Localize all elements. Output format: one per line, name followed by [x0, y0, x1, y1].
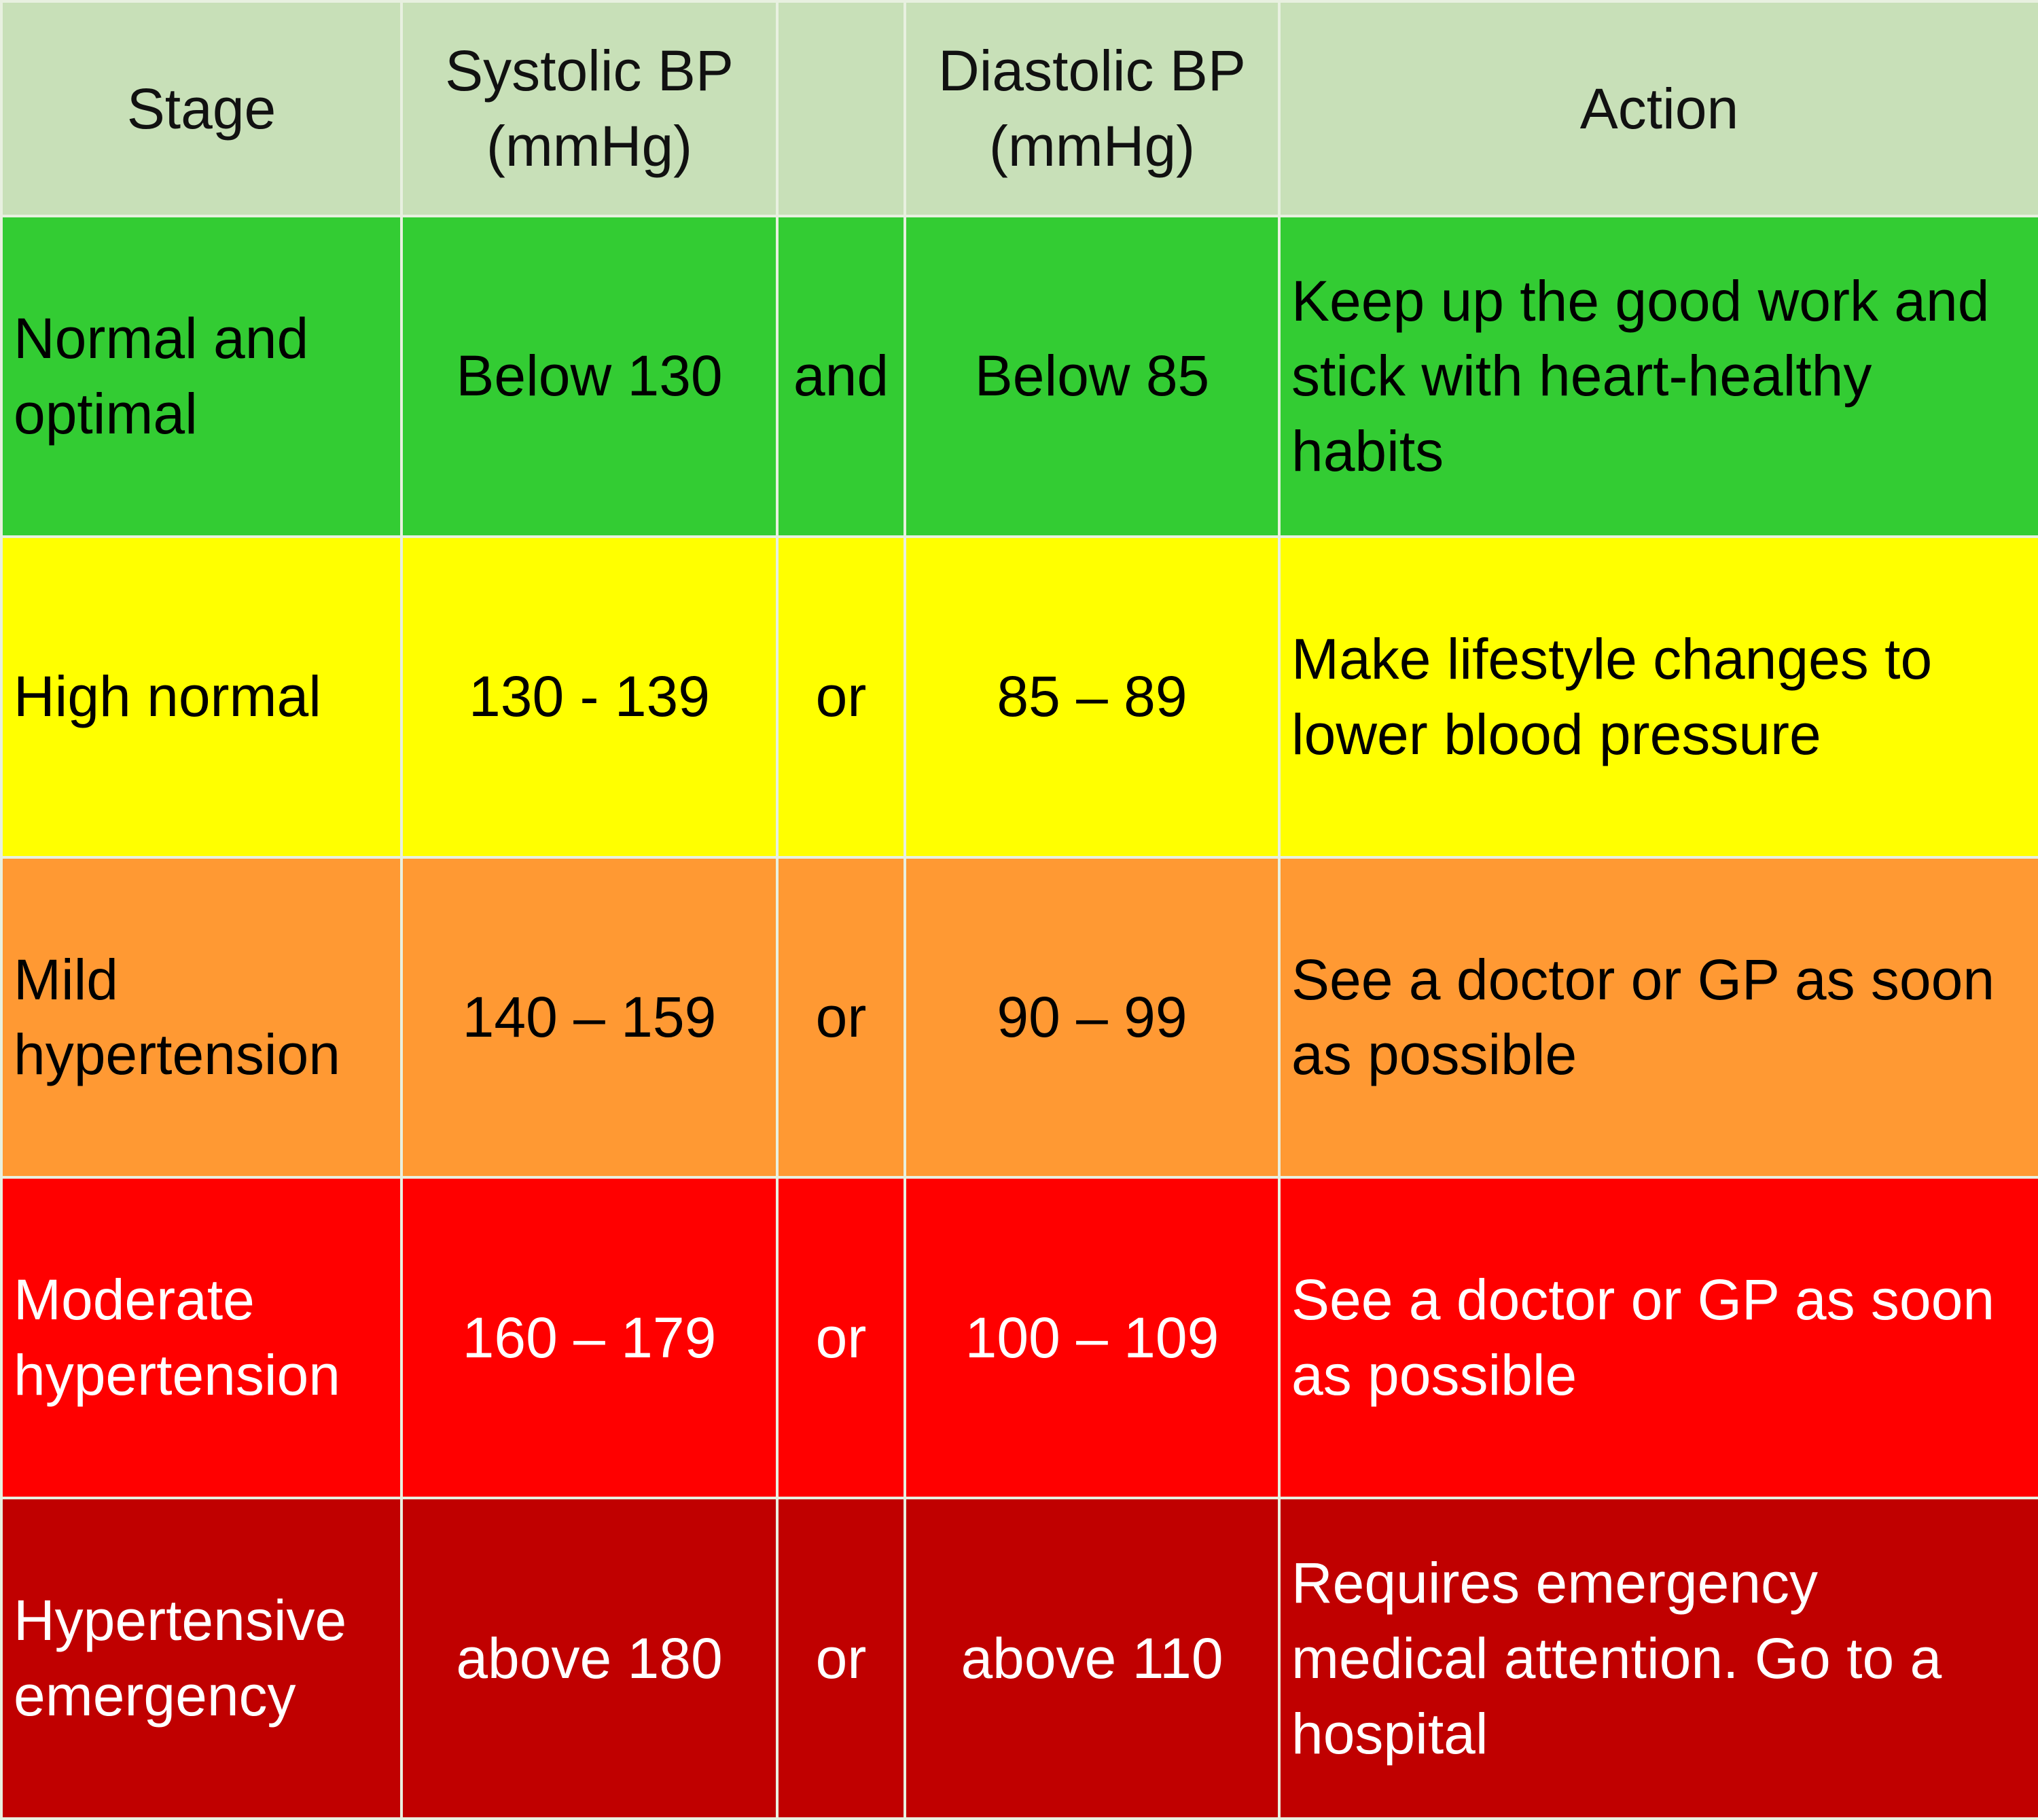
header-cell: Diastolic BP (mmHg) [904, 0, 1281, 217]
table-cell: or [776, 1497, 906, 1820]
table-cell: Below 130 [400, 215, 779, 538]
table-row: High normal 130 - 139 or 85 – 89 Make lifest… [0, 535, 2038, 859]
table-body: Normal and optimal Below 130 and Below 85 Ke… [0, 215, 2038, 1820]
table-cell: See a doctor or GP as soon as possible [1278, 855, 2038, 1179]
header-row: Stage Systolic BP (mmHg) Diastolic BP (m… [0, 0, 2038, 217]
table-cell: High normal [0, 535, 403, 859]
table-cell: 90 – 99 [904, 855, 1281, 1179]
table-cell: or [776, 855, 906, 1179]
header-cell: Stage [0, 0, 403, 217]
header-cell: Systolic BP (mmHg) [400, 0, 779, 217]
table-cell: Keep up the good work and stick with hea… [1278, 215, 2038, 538]
table-cell: See a doctor or GP as soon as possible [1278, 1176, 2038, 1500]
table-cell: Make lifestyle changes to lower blood pr… [1278, 535, 2038, 859]
table-cell: or [776, 1176, 906, 1500]
table-cell: Requires emergency medical attention. Go… [1278, 1497, 2038, 1820]
table-cell: 100 – 109 [904, 1176, 1281, 1500]
table-cell: and [776, 215, 906, 538]
table-cell: 85 – 89 [904, 535, 1281, 859]
table-row: Hypertensive emergency above 180 or above 1… [0, 1497, 2038, 1820]
table-row: Normal and optimal Below 130 and Below 85 Ke… [0, 215, 2038, 538]
table-cell: or [776, 535, 906, 859]
table-cell: Mild hypertension [0, 855, 403, 1179]
table-cell: Hypertensive emergency [0, 1497, 403, 1820]
table-cell: 160 – 179 [400, 1176, 779, 1500]
table-cell: 130 - 139 [400, 535, 779, 859]
table-cell: 140 – 159 [400, 855, 779, 1179]
table-cell: Moderate hypertension [0, 1176, 403, 1500]
table-row: Moderate hypertension 160 – 179 or 100 – 10… [0, 1176, 2038, 1500]
table-cell: Normal and optimal [0, 215, 403, 538]
table-cell: Below 85 [904, 215, 1281, 538]
table-row: Mild hypertension 140 – 159 or 90 – 99 See a… [0, 855, 2038, 1179]
header-cell [776, 0, 906, 217]
header-cell: Action [1278, 0, 2038, 217]
table-cell: above 110 [904, 1497, 1281, 1820]
table-cell: above 180 [400, 1497, 779, 1820]
